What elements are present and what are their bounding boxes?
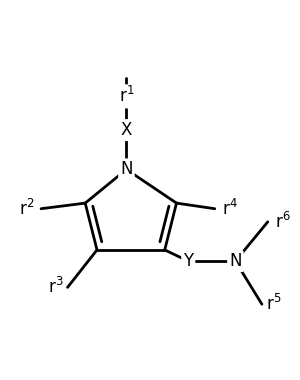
- Text: N: N: [229, 252, 242, 270]
- Text: r$^{3}$: r$^{3}$: [48, 277, 64, 298]
- Text: r$^{1}$: r$^{1}$: [119, 86, 134, 106]
- Text: N: N: [120, 160, 133, 178]
- Text: r$^{4}$: r$^{4}$: [222, 199, 237, 219]
- Text: r$^{5}$: r$^{5}$: [266, 294, 281, 314]
- Text: Y: Y: [183, 252, 193, 270]
- Text: r$^{2}$: r$^{2}$: [19, 199, 34, 219]
- Text: X: X: [121, 121, 132, 139]
- Text: r$^{6}$: r$^{6}$: [275, 212, 290, 232]
